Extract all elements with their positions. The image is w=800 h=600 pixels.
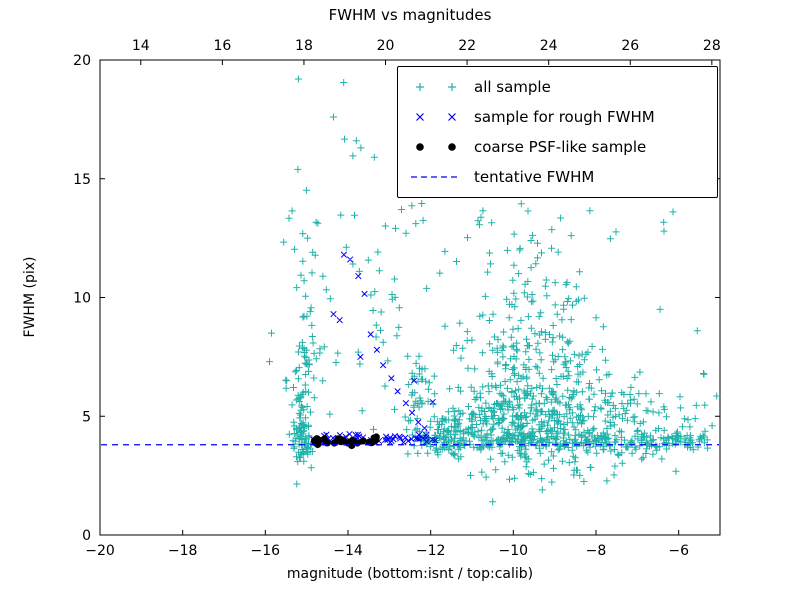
x-bottom-tick-label: −20 (85, 543, 115, 559)
x-bottom-tick-label: −16 (251, 543, 281, 559)
y-axis-label: FWHM (pix) (22, 256, 38, 338)
x-top-tick-label: 26 (621, 38, 639, 54)
y-tick-label: 15 (73, 172, 91, 188)
legend-entry-tentative-fwhm: tentative FWHM (408, 162, 707, 192)
legend-entry-rough-fwhm: sample for rough FWHM (408, 102, 707, 132)
dot-marker-icon (416, 143, 456, 151)
x-top-tick-label: 18 (295, 38, 313, 54)
x-top-tick-label: 22 (458, 38, 476, 54)
dashed-line-icon (411, 176, 461, 178)
y-tick-label: 5 (82, 409, 91, 425)
chart-title: FWHM vs magnitudes (328, 6, 492, 24)
x-bottom-tick-label: −12 (416, 543, 446, 559)
legend: all sample sample for rough FWHM coarse … (397, 66, 718, 198)
x-bottom-tick-label: −14 (333, 543, 363, 559)
x-top-tick-label: 28 (703, 38, 721, 54)
x-bottom-tick-label: −18 (168, 543, 198, 559)
plus-marker-icon (416, 83, 456, 91)
y-tick-label: 20 (73, 53, 91, 69)
x-top-tick-label: 16 (213, 38, 231, 54)
x-bottom-tick-label: −6 (668, 543, 689, 559)
x-top-tick-label: 14 (132, 38, 150, 54)
x-marker-icon (416, 113, 456, 121)
legend-label-tentative-fwhm: tentative FWHM (474, 167, 595, 186)
axis-ticks (99, 59, 720, 536)
series-points-2 (310, 433, 380, 450)
x-top-tick-label: 20 (377, 38, 395, 54)
x-top-tick-label: 24 (540, 38, 558, 54)
y-tick-label: 0 (82, 528, 91, 544)
series-points-0 (266, 75, 721, 506)
legend-entry-all-sample: all sample (408, 72, 707, 102)
legend-label-psf-like: coarse PSF-like sample (474, 137, 647, 156)
legend-label-rough-fwhm: sample for rough FWHM (474, 107, 655, 126)
x-bottom-tick-label: −8 (586, 543, 607, 559)
tick-labels: −20 −18 −16 −14 −12 −10 −8 −6 14 16 18 20 22 24 26 28 0 5… (73, 38, 721, 559)
x-axis-label: magnitude (bottom:isnt / top:calib) (286, 566, 534, 582)
legend-entry-psf-like: coarse PSF-like sample (408, 132, 707, 162)
y-tick-label: 10 (73, 291, 91, 307)
legend-label-all-sample: all sample (474, 77, 551, 96)
x-bottom-tick-label: −10 (499, 543, 529, 559)
